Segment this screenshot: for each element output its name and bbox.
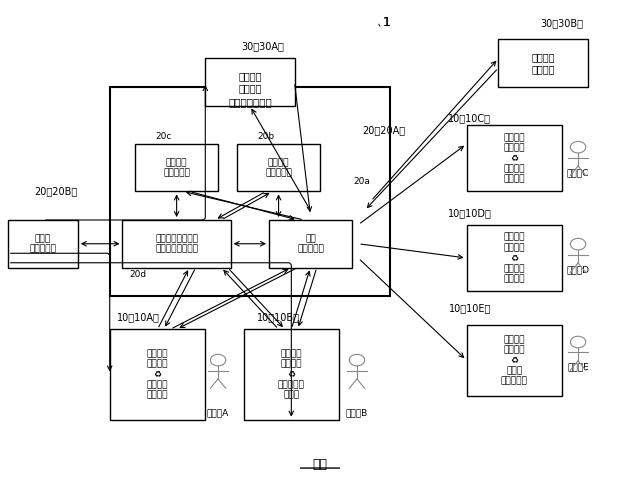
Text: 配信者の
端末装置
♻
視聴者の
端末装置: 配信者の 端末装置 ♻ 視聴者の 端末装置 [147, 349, 168, 400]
Text: ユーザE: ユーザE [567, 363, 589, 372]
Text: ユーザD: ユーザD [566, 265, 589, 274]
FancyBboxPatch shape [109, 329, 205, 420]
FancyBboxPatch shape [122, 220, 231, 268]
Text: サーバシステム: サーバシステム [228, 98, 272, 108]
FancyBboxPatch shape [244, 329, 339, 420]
Text: ユーザC: ユーザC [567, 168, 589, 177]
Text: スタジオ
ユニット: スタジオ ユニット [238, 71, 262, 93]
Text: 30（30B）: 30（30B） [541, 18, 584, 28]
Text: 30（30A）: 30（30A） [241, 42, 284, 52]
Text: 1: 1 [383, 16, 391, 29]
FancyBboxPatch shape [109, 87, 390, 296]
FancyBboxPatch shape [135, 144, 218, 192]
Text: 10（10B）: 10（10B） [257, 313, 300, 323]
Text: 20b: 20b [257, 132, 275, 141]
Text: 20（20A）: 20（20A） [362, 125, 405, 135]
FancyBboxPatch shape [8, 220, 78, 268]
Text: 20d: 20d [130, 270, 147, 279]
FancyBboxPatch shape [499, 39, 588, 87]
Text: 視聴者の
端末装置
♻
配信者の端
末装置: 視聴者の 端末装置 ♻ 配信者の端 末装置 [278, 349, 305, 400]
Text: 10（10A）: 10（10A） [117, 313, 160, 323]
Text: ユーザA: ユーザA [207, 408, 229, 417]
FancyBboxPatch shape [467, 325, 562, 396]
Text: 10（10D）: 10（10D） [448, 208, 492, 218]
Text: 20c: 20c [156, 132, 172, 141]
Text: 20（20B）: 20（20B） [34, 186, 77, 196]
Text: スタジオ
ユニット: スタジオ ユニット [531, 53, 555, 74]
Text: 視聴者の
端末装置
♻
配信者の
端末装置: 視聴者の 端末装置 ♻ 配信者の 端末装置 [504, 133, 525, 184]
Text: 図１: 図１ [312, 458, 328, 471]
FancyBboxPatch shape [205, 58, 294, 106]
Text: 配信
サーバ装置: 配信 サーバ装置 [297, 234, 324, 253]
Text: ユーザB: ユーザB [346, 408, 368, 417]
Text: ウェブ
サーバ装置: ウェブ サーバ装置 [29, 234, 56, 253]
Text: 第２ＤＢ
サーバ装置: 第２ＤＢ サーバ装置 [163, 158, 190, 177]
FancyBboxPatch shape [467, 225, 562, 291]
Text: 1: 1 [383, 16, 391, 29]
FancyBboxPatch shape [237, 144, 320, 192]
Text: 10（10C）: 10（10C） [448, 113, 492, 123]
Text: 視聴者の
端末装置
♻
配信者
の端末装置: 視聴者の 端末装置 ♻ 配信者 の端末装置 [501, 335, 528, 385]
FancyBboxPatch shape [269, 220, 352, 268]
Text: 視聴者の
端末装置
♻
配信者の
端末装置: 視聴者の 端末装置 ♻ 配信者の 端末装置 [504, 233, 525, 283]
Text: 10（10E）: 10（10E） [449, 303, 491, 313]
Text: 20a: 20a [353, 177, 370, 186]
Text: ギフト／コメント
ＡＰＩサーバ装置: ギフト／コメント ＡＰＩサーバ装置 [155, 234, 198, 253]
Text: 第１ＤＢ
サーバ装置: 第１ＤＢ サーバ装置 [265, 158, 292, 177]
FancyBboxPatch shape [467, 125, 562, 192]
